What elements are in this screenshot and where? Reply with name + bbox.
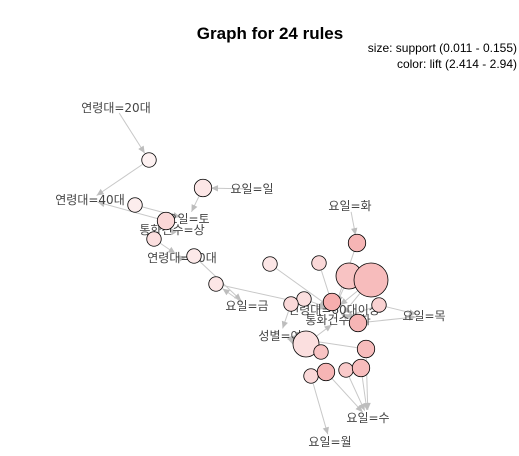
rule-edge: [329, 376, 363, 413]
edge-arrowhead: [340, 298, 348, 305]
edge-arrowhead: [178, 255, 187, 262]
item-label: 요일=화: [328, 199, 371, 213]
rule-node: [193, 178, 213, 198]
legend-color: color: lift (2.414 - 2.94): [397, 57, 517, 71]
rule-node: [316, 362, 336, 382]
rule-edge: [96, 162, 145, 196]
rule-node: [348, 313, 368, 333]
edge-arrowhead: [222, 288, 231, 296]
edge-arrowhead: [324, 324, 332, 332]
rule-node: [371, 297, 387, 313]
item-label: 연령대=20대: [81, 101, 151, 115]
edge-arrowhead: [170, 227, 177, 236]
rule-node: [186, 248, 202, 264]
rule-node: [296, 291, 312, 307]
rule-node: [303, 368, 319, 384]
graph-title: Graph for 24 rules: [197, 24, 343, 43]
rule-node: [313, 344, 329, 360]
item-label: 연령대=40대: [55, 193, 125, 207]
edge-arrowhead: [408, 309, 417, 316]
edge-arrowhead: [172, 212, 181, 219]
item-label: 요일=일: [230, 182, 273, 196]
edge-arrowhead: [351, 227, 358, 236]
edge-arrowhead: [210, 185, 219, 192]
rule-node: [311, 255, 327, 271]
rule-node-layer: [127, 152, 389, 384]
rule-node: [338, 362, 354, 378]
item-label: 연령대=30대: [147, 251, 217, 265]
rule-node: [156, 211, 176, 231]
item-label: 요일=금: [225, 299, 268, 313]
rule-edge: [97, 201, 161, 220]
rule-node: [208, 276, 224, 292]
item-label: 요일=토: [166, 212, 209, 226]
edge-arrowhead: [281, 320, 288, 329]
legend-size: size: support (0.011 - 0.155): [368, 41, 517, 55]
item-label: 요일=목: [402, 309, 445, 323]
rule-node: [292, 330, 320, 358]
edge-arrowhead: [358, 403, 365, 411]
rule-edge: [312, 381, 329, 435]
edge-arrowhead: [233, 293, 242, 301]
edge-arrowhead: [345, 311, 354, 318]
edge-arrowhead: [191, 204, 198, 212]
edge-arrowhead: [408, 314, 417, 321]
edge-arrowhead: [97, 200, 106, 208]
rule-node: [146, 231, 162, 247]
rule-node: [283, 296, 299, 312]
edge-arrowhead: [355, 404, 363, 413]
rule-node: [127, 197, 143, 213]
edge-arrowhead: [167, 246, 176, 254]
edge-arrowhead: [341, 313, 349, 320]
edge-arrowhead: [322, 426, 329, 435]
rule-node: [141, 152, 157, 168]
edge-arrowhead: [138, 145, 145, 154]
rule-node: [262, 256, 278, 272]
rule-node: [356, 339, 376, 359]
item-label: 요일=수: [346, 411, 389, 425]
rule-node: [353, 262, 389, 298]
edge-arrowhead: [343, 306, 351, 314]
edge-arrowhead: [362, 402, 370, 411]
rule-node: [322, 292, 342, 312]
rule-node: [347, 233, 367, 253]
rule-edge: [363, 316, 417, 323]
edge-arrowhead: [96, 188, 105, 196]
rule-edge: [118, 112, 146, 154]
item-label: 성별=여: [258, 329, 301, 343]
rule-node: [351, 358, 371, 378]
rule-edge: [274, 267, 328, 306]
item-label: 요일=월: [308, 435, 351, 449]
